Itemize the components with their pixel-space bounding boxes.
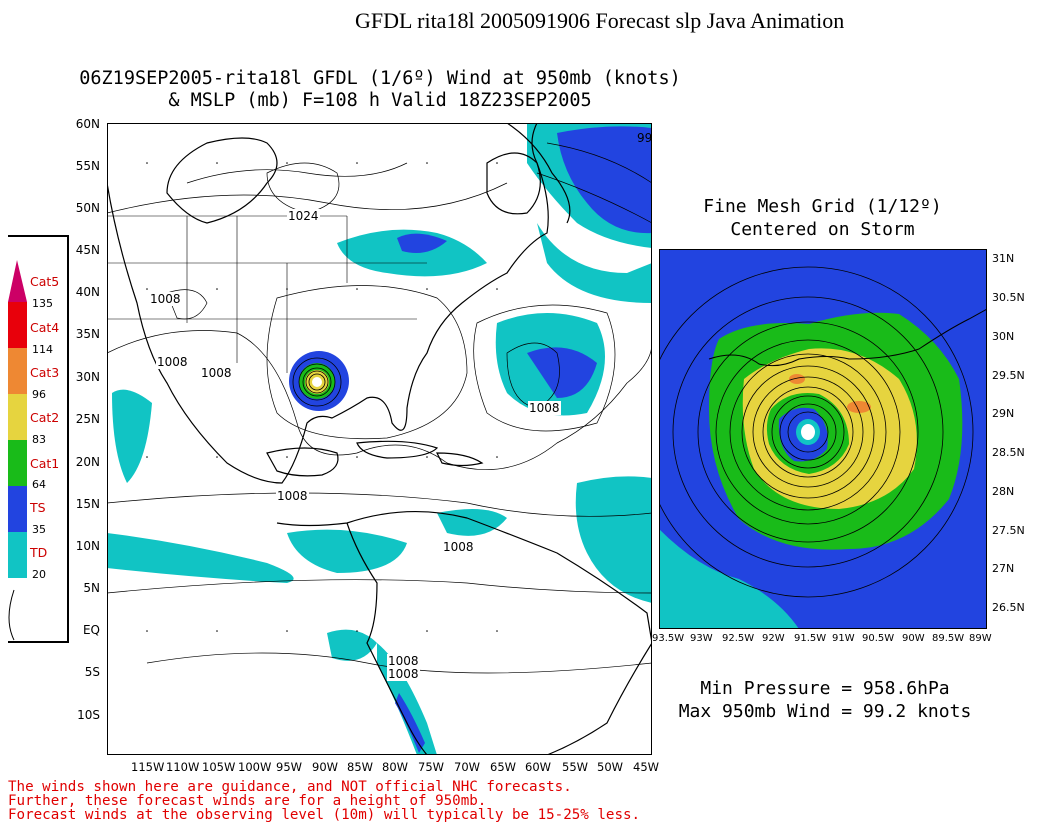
- legend-cat2-swatch: [8, 394, 27, 440]
- fine-lon-label: 90.5W: [862, 633, 895, 644]
- lon-label: 45W: [633, 760, 660, 774]
- lon-label: 100W: [238, 760, 272, 774]
- isobar-label: 1008: [387, 667, 420, 681]
- legend-cat5-threshold: 135: [32, 297, 53, 310]
- lon-label: 85W: [347, 760, 374, 774]
- isobar-label: 1008: [156, 355, 189, 369]
- fine-lat-label: 31N: [992, 252, 1015, 265]
- lat-label: 20N: [75, 455, 100, 469]
- lat-label: 45N: [75, 243, 100, 257]
- fine-mesh-map: [659, 249, 987, 629]
- fine-lat-label: 29.5N: [992, 369, 1025, 382]
- lat-label: 55N: [75, 159, 100, 173]
- lon-label: 95W: [276, 760, 303, 774]
- north-america-coast: [107, 123, 549, 484]
- legend-cat5-swatch: [8, 260, 27, 302]
- fine-lat-label: 28.5N: [992, 446, 1025, 459]
- fine-lon-label: 90W: [902, 633, 925, 644]
- lat-label: 5N: [83, 581, 100, 595]
- lat-label: 10N: [75, 539, 100, 553]
- fine-lon-label: 93.5W: [652, 633, 685, 644]
- map-title-line1: 06Z19SEP2005-rita18l GFDL (1/6º) Wind at…: [79, 68, 681, 89]
- disclaimer-line2: Further, these forecast winds are for a …: [8, 793, 487, 809]
- isobar-label: 1008: [276, 489, 309, 503]
- lat-label: 10S: [77, 708, 100, 722]
- legend-cat1-threshold: 64: [32, 478, 46, 491]
- legend-cat5-label: Cat5: [30, 274, 60, 289]
- lat-label: 35N: [75, 327, 100, 341]
- fine-lon-label: 92W: [762, 633, 785, 644]
- isobar-label: 1024: [287, 209, 320, 223]
- legend-ts-label: TS: [30, 500, 46, 515]
- legend-cat3-swatch: [8, 348, 27, 394]
- isobar-label: 1008: [442, 540, 475, 554]
- lon-label: 75W: [418, 760, 445, 774]
- legend-cat3-label: Cat3: [30, 365, 60, 380]
- legend-cat4-swatch: [8, 302, 27, 348]
- lat-label: EQ: [82, 623, 100, 637]
- lon-label: 110W: [166, 760, 200, 774]
- north-atlantic-wind-core: [557, 126, 652, 234]
- lon-label: 105W: [202, 760, 236, 774]
- disclaimer: The winds shown here are guidance, and N…: [8, 780, 640, 822]
- legend-td-label: TD: [30, 545, 48, 560]
- lon-label: 70W: [454, 760, 481, 774]
- max-wind-readout: Max 950mb Wind = 99.2 knots: [678, 701, 972, 722]
- legend-cat1-label: Cat1: [30, 456, 60, 471]
- fine-lon-label: 91W: [832, 633, 855, 644]
- disclaimer-line1: The winds shown here are guidance, and N…: [8, 779, 572, 795]
- isobar-label: 1008: [387, 654, 420, 668]
- fine-lon-label: 89W: [969, 633, 992, 644]
- fine-lon-label: 89.5W: [932, 633, 965, 644]
- isobar-label: 99: [637, 131, 653, 145]
- lat-label: 60N: [75, 117, 100, 131]
- lat-label: 15N: [75, 497, 100, 511]
- lon-label: 80W: [382, 760, 409, 774]
- fine-mesh-title-line1: Fine Mesh Grid (1/12º): [703, 196, 942, 217]
- south-america-coast: [276, 510, 652, 755]
- map-title-line2: & MSLP (mb) F=108 h Valid 18Z23SEP2005: [168, 90, 592, 111]
- fine-lat-label: 27.5N: [992, 524, 1025, 537]
- fine-lon-label: 92.5W: [722, 633, 755, 644]
- fine-lon-label: 91.5W: [794, 633, 827, 644]
- fine-lat-label: 30N: [992, 330, 1015, 343]
- disclaimer-line3: Forecast winds at the observing level (1…: [8, 807, 641, 823]
- isobar-label: 1008: [528, 401, 561, 415]
- legend-cat2-threshold: 83: [32, 433, 46, 446]
- fine-lat-label: 29N: [992, 407, 1015, 420]
- legend-td-threshold: 20: [32, 568, 46, 581]
- legend-color-bar: [8, 235, 69, 643]
- lat-label: 25N: [75, 412, 100, 426]
- lon-label: 65W: [490, 760, 517, 774]
- isobar-label: 1008: [200, 366, 233, 380]
- legend-ts-swatch: [8, 486, 27, 532]
- legend-cat1-swatch: [8, 440, 27, 486]
- fine-lat-label: 27N: [992, 562, 1015, 575]
- lon-label: 55W: [562, 760, 589, 774]
- legend-cat3-threshold: 96: [32, 388, 46, 401]
- legend-cat4-label: Cat4: [30, 320, 60, 335]
- legend-cat4-threshold: 114: [32, 343, 53, 356]
- lon-label: 115W: [131, 760, 165, 774]
- lon-label: 90W: [312, 760, 339, 774]
- fine-lon-label: 93W: [690, 633, 713, 644]
- legend-ts-threshold: 35: [32, 523, 46, 536]
- page-title: GFDL rita18l 2005091906 Forecast slp Jav…: [355, 8, 845, 33]
- main-wind-map: [107, 123, 652, 755]
- fine-lat-label: 30.5N: [992, 291, 1025, 304]
- legend-td-swatch: [8, 532, 27, 578]
- lon-label: 60W: [525, 760, 552, 774]
- isobar-label: 1008: [149, 292, 182, 306]
- lat-label: 50N: [75, 201, 100, 215]
- min-pressure-readout: Min Pressure = 958.6hPa: [700, 678, 950, 699]
- lat-label: 30N: [75, 370, 100, 384]
- fine-lat-label: 28N: [992, 485, 1015, 498]
- fine-mesh-title-line2: Centered on Storm: [730, 219, 915, 240]
- lat-label: 40N: [75, 285, 100, 299]
- lat-label: 5S: [84, 665, 100, 679]
- lon-label: 50W: [597, 760, 624, 774]
- legend-cat2-label: Cat2: [30, 410, 60, 425]
- fine-lat-label: 26.5N: [992, 601, 1025, 614]
